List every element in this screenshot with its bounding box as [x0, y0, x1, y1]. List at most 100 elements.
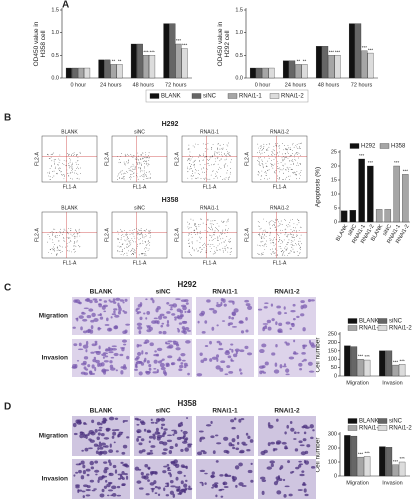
cell: [154, 431, 160, 435]
flow-dot: [263, 147, 265, 149]
flow-dot: [69, 166, 71, 168]
flow-dot: [141, 231, 143, 233]
flow-dot: [188, 243, 189, 244]
flow-dot: [189, 158, 190, 160]
flow-dot: [230, 247, 232, 249]
cell: [263, 306, 268, 309]
cell: [173, 343, 179, 345]
flow-dot: [136, 161, 137, 163]
cell: [283, 494, 287, 498]
cell: [216, 324, 219, 327]
legend-swatch: [347, 418, 358, 424]
value-label: ***: [359, 153, 365, 158]
flow-dot: [197, 231, 198, 233]
legend-swatch: [377, 325, 388, 331]
flow-dot: [296, 144, 298, 145]
flow-dot: [54, 236, 56, 238]
flow-dot: [230, 241, 231, 242]
flow-dot: [117, 230, 119, 232]
flow-dot: [146, 235, 147, 237]
flow-dot: [278, 177, 280, 178]
cell: [216, 340, 221, 344]
flow-dot: [144, 167, 146, 169]
flow-dot: [259, 164, 261, 166]
flow-dot: [264, 157, 265, 159]
flow-dot: [133, 253, 134, 255]
cell: [163, 465, 168, 468]
flow-dot: [300, 234, 302, 236]
flow-dot: [222, 149, 224, 150]
cell: [121, 477, 125, 481]
flow-dot: [290, 233, 292, 235]
flow-dot: [265, 162, 267, 164]
cell: [199, 469, 206, 473]
cell: [162, 470, 167, 474]
flow-dot: [80, 173, 81, 174]
cell: [200, 450, 206, 453]
flow-dot: [68, 165, 69, 166]
cell: [240, 418, 245, 421]
flow-dot: [120, 161, 121, 163]
flow-dot: [220, 238, 221, 240]
flow-dot: [286, 149, 288, 151]
cell: [178, 485, 181, 491]
flow-dot: [140, 168, 141, 170]
cell: [144, 352, 148, 355]
flow-dot: [74, 241, 75, 242]
flow-dot: [283, 149, 284, 151]
flow-dot: [145, 174, 147, 175]
flow-dot: [197, 170, 199, 172]
cell: [80, 326, 83, 331]
flow-dot: [146, 161, 147, 163]
flow-dot: [47, 241, 48, 243]
cell: [169, 445, 174, 450]
cell: [109, 364, 114, 369]
flow-dot: [300, 246, 301, 248]
flow-dot: [148, 155, 149, 157]
cell: [140, 438, 145, 442]
flow-dot: [213, 224, 214, 225]
legend-label: H292: [361, 144, 376, 150]
cell: [147, 479, 150, 482]
flow-dot: [205, 143, 207, 145]
cell: [180, 429, 183, 432]
cell: [307, 298, 312, 303]
cell: [312, 429, 315, 432]
flow-dot: [56, 237, 58, 239]
cell: [162, 441, 168, 446]
flow-dot: [274, 227, 276, 229]
value-label: **: [118, 59, 122, 64]
flow-dot: [211, 229, 213, 231]
cell: [276, 418, 279, 422]
flow-dot: [207, 231, 209, 232]
flow-dot: [272, 241, 273, 243]
flow-dot: [125, 155, 127, 156]
flow-dot: [260, 241, 262, 243]
flow-dot: [130, 175, 131, 177]
flow-dot: [149, 178, 151, 180]
cell: [238, 451, 245, 454]
flow-dot: [274, 157, 276, 159]
cell: [110, 316, 113, 319]
flow-dot: [266, 166, 268, 167]
cell: [285, 368, 290, 373]
flow-dot: [283, 239, 285, 241]
flow-dot: [55, 236, 57, 238]
cell: [154, 350, 157, 353]
flow-dot: [293, 251, 295, 253]
flow-dot: [275, 143, 276, 144]
flow-dot: [192, 246, 193, 248]
flow-dot: [121, 235, 122, 236]
flow-dot: [72, 164, 73, 166]
flow-dot: [259, 235, 261, 237]
flow-dot: [65, 160, 67, 162]
flow-dot: [135, 252, 137, 254]
flow-dot: [67, 153, 68, 154]
flow-dot: [146, 156, 148, 158]
flow-dot: [287, 157, 289, 159]
flow-dot: [220, 168, 222, 169]
flow-dot: [290, 164, 292, 165]
cell: [171, 429, 177, 432]
cell: [82, 464, 86, 469]
flow-dot: [217, 148, 218, 150]
